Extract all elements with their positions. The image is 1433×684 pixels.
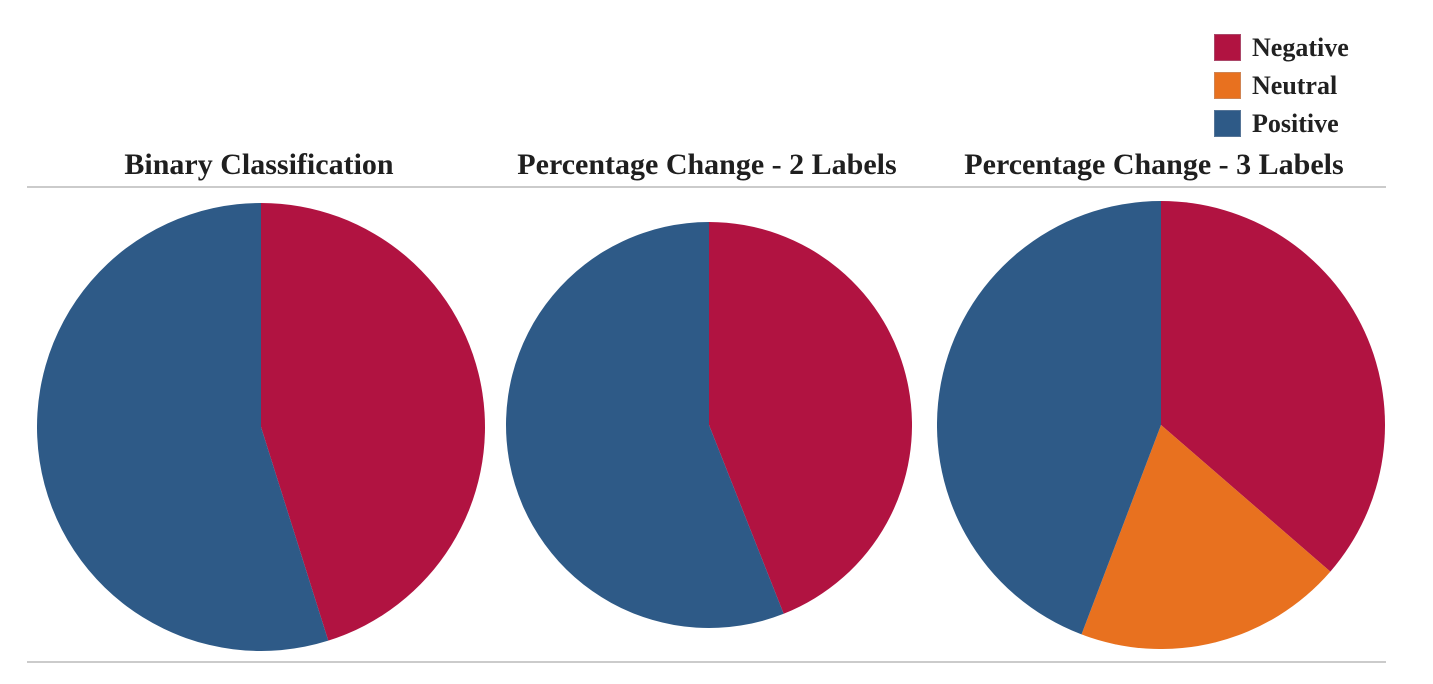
pie-2-slice-positive [937, 201, 1161, 635]
legend-label-positive: Positive [1252, 108, 1339, 138]
legend-swatch-positive [1214, 110, 1241, 137]
pie-1-slice-positive [506, 222, 784, 628]
legend-item-negative: Negative [1214, 34, 1349, 61]
pie-1-slice-negative [709, 222, 912, 614]
legend: Negative Neutral Positive [1214, 34, 1349, 137]
pie-2-slice-negative [1161, 201, 1385, 572]
legend-swatch-negative [1214, 34, 1241, 61]
chart-title-percentage-change-2-labels: Percentage Change - 2 Labels [517, 148, 897, 181]
top-axis-line [27, 186, 1386, 188]
legend-item-neutral: Neutral [1214, 72, 1349, 99]
pie-0-slice-positive [37, 203, 329, 651]
legend-label-neutral: Neutral [1252, 70, 1338, 100]
legend-item-positive: Positive [1214, 110, 1349, 137]
chart-title-percentage-change-3-labels: Percentage Change - 3 Labels [964, 148, 1344, 181]
pie-chart-0 [37, 203, 485, 651]
legend-swatch-neutral [1214, 72, 1241, 99]
legend-label-negative: Negative [1252, 32, 1349, 62]
pie-chart-2 [937, 201, 1385, 649]
chart-title-binary-classification: Binary Classification [124, 148, 394, 181]
pie-0-slice-negative [261, 203, 485, 641]
pie-chart-1 [506, 222, 912, 628]
bottom-axis-line [27, 661, 1386, 663]
pie-2-slice-neutral [1081, 425, 1331, 649]
